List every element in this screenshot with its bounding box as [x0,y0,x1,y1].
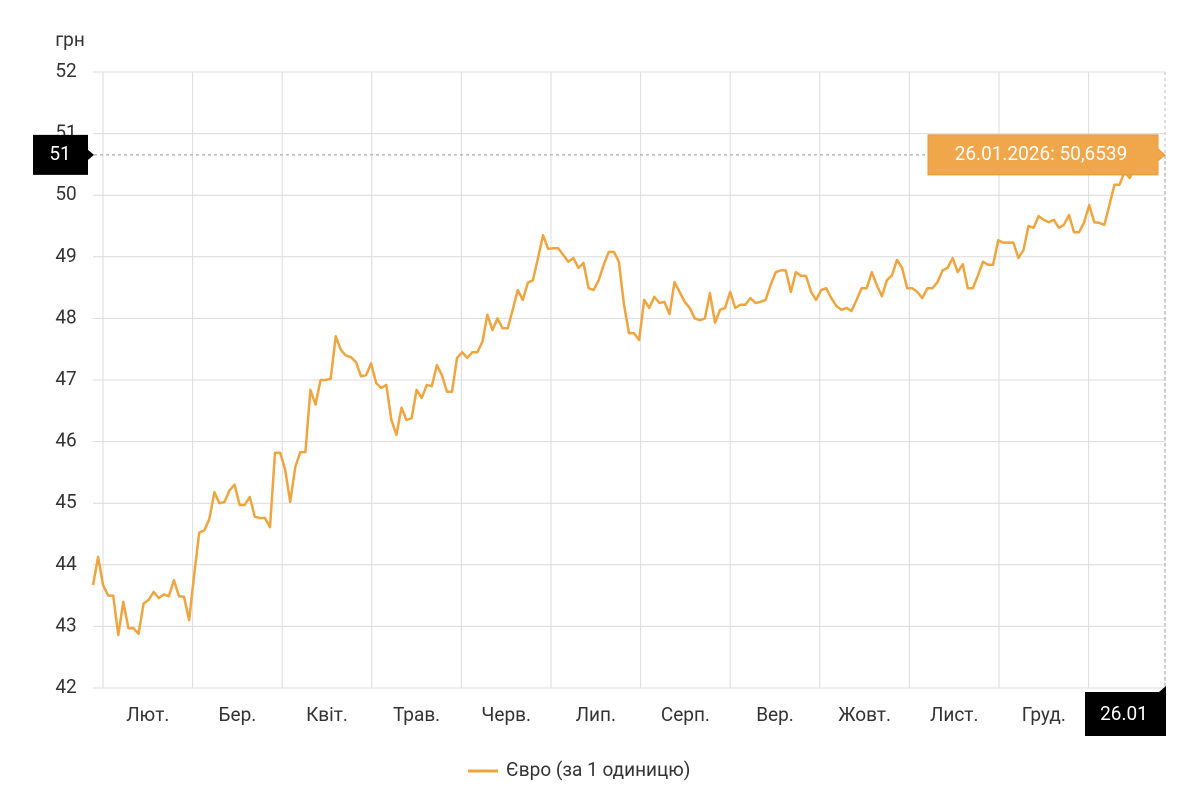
x-tick-label: Трав. [393,703,440,726]
y-tick-label: 43 [55,613,76,636]
end-date-label: 26.01 [1100,702,1148,725]
y-tick-label: 46 [55,429,76,452]
x-tick-label: Лют. [126,703,169,726]
x-tick-label: Черв. [481,703,531,726]
tooltip-label: 26.01.2026: 50,6539 [955,142,1128,165]
y-tick-label: 48 [55,305,76,328]
x-tick-label: Груд. [1022,703,1066,726]
legend-label: Євро (за 1 одиницю) [506,758,690,781]
y-tick-label: 50 [55,182,76,205]
x-tick-label: Лист. [930,703,979,726]
y-tick-label: 45 [55,490,76,513]
y-tick-label: 44 [55,552,77,575]
x-tick-label: Квіт. [306,703,348,726]
x-tick-label: Лип. [576,703,616,726]
y-tick-label: 52 [55,59,76,82]
x-tick-label: Бер. [219,703,257,726]
tooltip-box [927,134,1166,176]
x-tick-label: Серп. [661,703,710,726]
x-tick-label: Жовт. [838,703,891,726]
y-tick-label: 42 [55,675,76,698]
end-date-box [1085,686,1166,736]
line-series [91,154,1161,637]
crosshair-y-box [33,134,94,175]
x-tick-label: Вер. [756,703,794,726]
y-tick-label: 49 [55,244,76,267]
y-unit: грн [55,28,85,51]
y-tick-label: 47 [55,367,76,390]
crosshair-y-label: 51 [49,142,70,165]
